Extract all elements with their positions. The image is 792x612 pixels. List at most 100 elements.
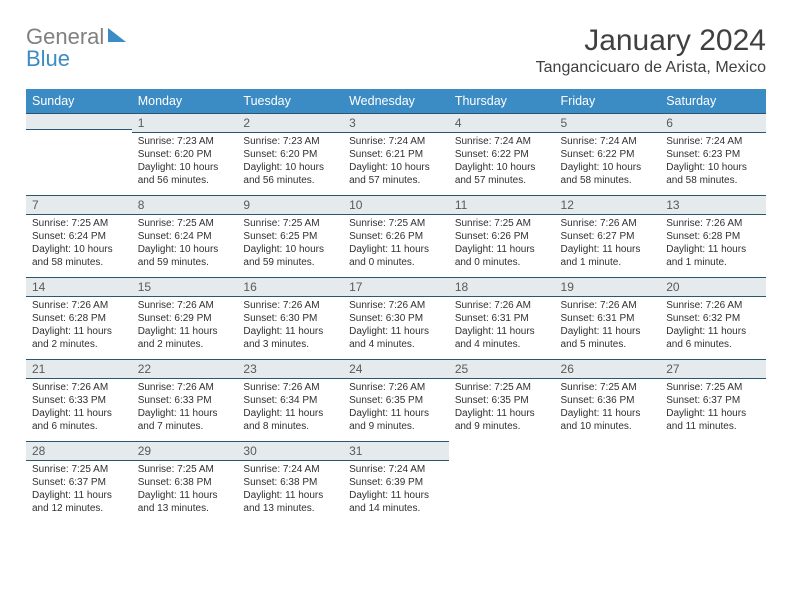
day-dl1: Daylight: 11 hours: [455, 243, 549, 256]
day-details: Sunrise: 7:26 AMSunset: 6:30 PMDaylight:…: [343, 297, 449, 355]
day-sunrise: Sunrise: 7:24 AM: [455, 135, 549, 148]
day-details: Sunrise: 7:26 AMSunset: 6:31 PMDaylight:…: [449, 297, 555, 355]
day-dl1: Daylight: 10 hours: [243, 243, 337, 256]
day-sunset: Sunset: 6:22 PM: [455, 148, 549, 161]
day-sunrise: Sunrise: 7:26 AM: [32, 381, 126, 394]
logo-line2: Blue: [26, 46, 70, 72]
day-sunrise: Sunrise: 7:24 AM: [666, 135, 760, 148]
day-sunrise: Sunrise: 7:25 AM: [243, 217, 337, 230]
day-sunrise: Sunrise: 7:25 AM: [455, 381, 549, 394]
day-number: 15: [132, 277, 238, 297]
day-dl1: Daylight: 10 hours: [455, 161, 549, 174]
calendar-cell: 10Sunrise: 7:25 AMSunset: 6:26 PMDayligh…: [343, 195, 449, 277]
day-dl1: Daylight: 10 hours: [243, 161, 337, 174]
calendar-cell: 31Sunrise: 7:24 AMSunset: 6:39 PMDayligh…: [343, 441, 449, 523]
day-sunrise: Sunrise: 7:26 AM: [138, 381, 232, 394]
day-details: Sunrise: 7:26 AMSunset: 6:31 PMDaylight:…: [555, 297, 661, 355]
day-sunrise: Sunrise: 7:26 AM: [666, 299, 760, 312]
day-dl2: and 56 minutes.: [138, 174, 232, 187]
day-sunset: Sunset: 6:20 PM: [138, 148, 232, 161]
calendar-cell: 1Sunrise: 7:23 AMSunset: 6:20 PMDaylight…: [132, 113, 238, 195]
calendar-head: SundayMondayTuesdayWednesdayThursdayFrid…: [26, 89, 766, 113]
calendar-cell: 3Sunrise: 7:24 AMSunset: 6:21 PMDaylight…: [343, 113, 449, 195]
day-dl2: and 0 minutes.: [455, 256, 549, 269]
day-sunrise: Sunrise: 7:26 AM: [138, 299, 232, 312]
day-details: Sunrise: 7:24 AMSunset: 6:23 PMDaylight:…: [660, 133, 766, 191]
day-number: 16: [237, 277, 343, 297]
day-sunset: Sunset: 6:38 PM: [243, 476, 337, 489]
day-details: Sunrise: 7:24 AMSunset: 6:39 PMDaylight:…: [343, 461, 449, 519]
calendar-cell: 18Sunrise: 7:26 AMSunset: 6:31 PMDayligh…: [449, 277, 555, 359]
day-dl1: Daylight: 11 hours: [32, 407, 126, 420]
day-number: 29: [132, 441, 238, 461]
day-number: 4: [449, 113, 555, 133]
dow-header: Friday: [555, 89, 661, 113]
day-sunset: Sunset: 6:26 PM: [349, 230, 443, 243]
calendar-cell: 24Sunrise: 7:26 AMSunset: 6:35 PMDayligh…: [343, 359, 449, 441]
day-sunset: Sunset: 6:26 PM: [455, 230, 549, 243]
day-dl2: and 57 minutes.: [455, 174, 549, 187]
calendar-cell: 8Sunrise: 7:25 AMSunset: 6:24 PMDaylight…: [132, 195, 238, 277]
day-dl1: Daylight: 10 hours: [561, 161, 655, 174]
day-sunrise: Sunrise: 7:26 AM: [32, 299, 126, 312]
day-sunset: Sunset: 6:30 PM: [243, 312, 337, 325]
day-number: 1: [132, 113, 238, 133]
day-dl1: Daylight: 11 hours: [349, 407, 443, 420]
day-dl2: and 1 minute.: [666, 256, 760, 269]
day-dl2: and 13 minutes.: [243, 502, 337, 515]
day-number: 13: [660, 195, 766, 215]
day-sunset: Sunset: 6:24 PM: [32, 230, 126, 243]
calendar-cell: 4 Sunrise: 7:24 AMSunset: 6:22 PMDaylight…: [449, 113, 555, 195]
day-number: 12: [555, 195, 661, 215]
day-number: 5: [555, 113, 661, 133]
dow-header: Saturday: [660, 89, 766, 113]
day-details: Sunrise: 7:23 AMSunset: 6:20 PMDaylight:…: [237, 133, 343, 191]
day-dl2: and 2 minutes.: [32, 338, 126, 351]
day-sunset: Sunset: 6:28 PM: [32, 312, 126, 325]
day-number: 11: [449, 195, 555, 215]
logo-triangle-icon: [108, 28, 126, 42]
day-sunrise: Sunrise: 7:23 AM: [138, 135, 232, 148]
day-number: 6: [660, 113, 766, 133]
day-dl1: Daylight: 10 hours: [349, 161, 443, 174]
day-sunset: Sunset: 6:38 PM: [138, 476, 232, 489]
day-details: Sunrise: 7:24 AMSunset: 6:38 PMDaylight:…: [237, 461, 343, 519]
calendar-cell: 29Sunrise: 7:25 AMSunset: 6:38 PMDayligh…: [132, 441, 238, 523]
day-dl1: Daylight: 11 hours: [561, 243, 655, 256]
day-number: 28: [26, 441, 132, 461]
calendar-cell: 12Sunrise: 7:26 AMSunset: 6:27 PMDayligh…: [555, 195, 661, 277]
day-dl2: and 13 minutes.: [138, 502, 232, 515]
day-details: Sunrise: 7:24 AMSunset: 6:22 PMDaylight:…: [555, 133, 661, 191]
day-dl2: and 5 minutes.: [561, 338, 655, 351]
day-dl2: and 9 minutes.: [349, 420, 443, 433]
day-sunrise: Sunrise: 7:26 AM: [243, 381, 337, 394]
calendar-body: 1Sunrise: 7:23 AMSunset: 6:20 PMDaylight…: [26, 113, 766, 523]
day-sunset: Sunset: 6:23 PM: [666, 148, 760, 161]
page-header: General January 2024 Tangancicuaro de Ar…: [26, 24, 766, 77]
day-dl1: Daylight: 11 hours: [243, 325, 337, 338]
day-details: Sunrise: 7:25 AMSunset: 6:26 PMDaylight:…: [343, 215, 449, 273]
day-number: 27: [660, 359, 766, 379]
day-dl1: Daylight: 11 hours: [349, 325, 443, 338]
calendar-cell: 16Sunrise: 7:26 AMSunset: 6:30 PMDayligh…: [237, 277, 343, 359]
calendar-cell: 30Sunrise: 7:24 AMSunset: 6:38 PMDayligh…: [237, 441, 343, 523]
day-sunset: Sunset: 6:36 PM: [561, 394, 655, 407]
day-sunset: Sunset: 6:39 PM: [349, 476, 443, 489]
day-sunrise: Sunrise: 7:26 AM: [561, 217, 655, 230]
day-dl1: Daylight: 10 hours: [32, 243, 126, 256]
day-dl1: Daylight: 11 hours: [455, 407, 549, 420]
calendar-cell: 19Sunrise: 7:26 AMSunset: 6:31 PMDayligh…: [555, 277, 661, 359]
day-details: Sunrise: 7:25 AMSunset: 6:35 PMDaylight:…: [449, 379, 555, 437]
day-number: 7: [26, 195, 132, 215]
calendar-week-row: 1Sunrise: 7:23 AMSunset: 6:20 PMDaylight…: [26, 113, 766, 195]
day-details: Sunrise: 7:26 AMSunset: 6:30 PMDaylight:…: [237, 297, 343, 355]
day-dl1: Daylight: 11 hours: [349, 243, 443, 256]
dow-header: Tuesday: [237, 89, 343, 113]
day-dl2: and 12 minutes.: [32, 502, 126, 515]
calendar-cell: 17Sunrise: 7:26 AMSunset: 6:30 PMDayligh…: [343, 277, 449, 359]
calendar-cell: 28Sunrise: 7:25 AMSunset: 6:37 PMDayligh…: [26, 441, 132, 523]
day-number: 21: [26, 359, 132, 379]
day-sunrise: Sunrise: 7:24 AM: [349, 463, 443, 476]
day-sunset: Sunset: 6:31 PM: [455, 312, 549, 325]
day-sunset: Sunset: 6:21 PM: [349, 148, 443, 161]
